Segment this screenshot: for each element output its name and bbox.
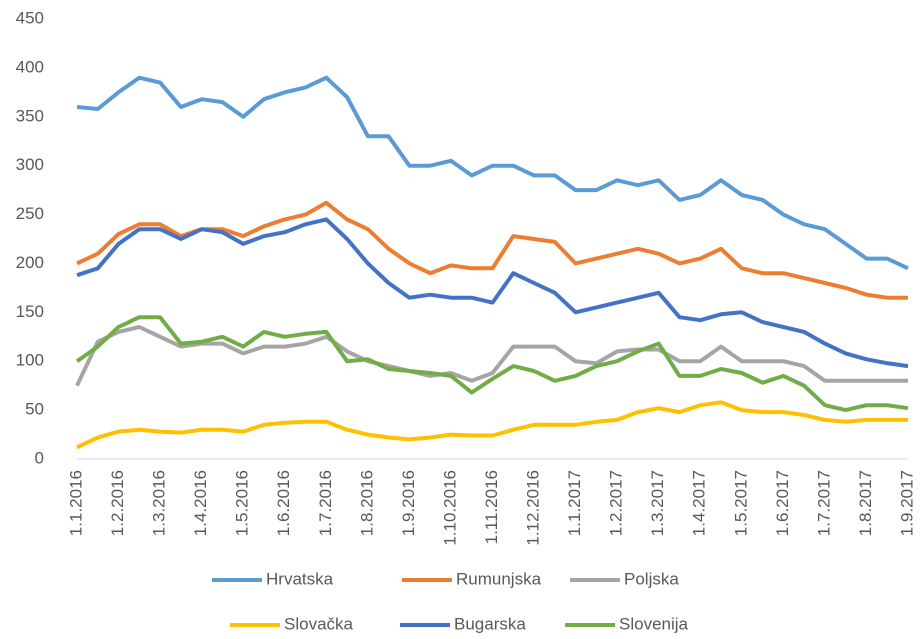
x-tick-label: 1.5.2016	[233, 470, 252, 536]
series-line	[76, 400, 908, 450]
series-line	[75, 315, 909, 413]
x-tick-label: 1.7.2016	[316, 470, 335, 536]
x-tick-label: 1.12.2016	[524, 470, 543, 546]
x-tick-label: 1.7.2017	[814, 470, 833, 536]
x-tick-label: 1.9.2017	[897, 470, 916, 536]
x-tick-label: 1.11.2016	[482, 470, 501, 544]
y-tick-label: 100	[16, 351, 44, 370]
x-tick-label: 1.1.2017	[565, 470, 584, 536]
y-tick-label: 50	[25, 400, 44, 419]
x-tick-label: 1.4.2016	[191, 470, 210, 536]
x-tick-label: 1.10.2016	[440, 470, 459, 546]
x-tick-label: 1.8.2017	[856, 470, 875, 536]
legend-label: Bugarska	[454, 614, 526, 633]
x-tick-label: 1.5.2017	[731, 470, 750, 536]
y-tick-label: 450	[16, 8, 44, 27]
x-tick-label: 1.9.2016	[399, 470, 418, 536]
x-tick-label: 1.3.2017	[648, 470, 667, 536]
series-line	[75, 325, 908, 387]
x-tick-label: 1.1.2016	[66, 470, 85, 536]
series-line	[76, 217, 909, 369]
legend-label: Hrvatska	[266, 569, 334, 588]
x-tick-label: 1.6.2016	[274, 470, 293, 536]
y-tick-label: 300	[16, 155, 44, 174]
series-line	[76, 200, 908, 300]
legend-label: Poljska	[624, 569, 679, 588]
legend-label: Slovenija	[619, 614, 689, 633]
x-tick-label: 1.3.2016	[150, 470, 169, 536]
y-tick-label: 200	[16, 253, 44, 272]
x-tick-label: 1.2.2016	[108, 470, 127, 536]
legend-label: Slovačka	[284, 614, 354, 633]
x-tick-label: 1.8.2016	[357, 470, 376, 536]
series-line	[76, 75, 909, 271]
y-tick-label: 400	[16, 57, 44, 76]
x-tick-label: 1.2.2017	[607, 470, 626, 536]
y-tick-label: 350	[16, 106, 44, 125]
y-tick-label: 0	[35, 448, 44, 467]
legend-label: Rumunjska	[456, 569, 542, 588]
x-tick-label: 1.6.2017	[773, 470, 792, 536]
y-tick-label: 150	[16, 302, 44, 321]
x-tick-label: 1.4.2017	[690, 470, 709, 536]
y-tick-label: 250	[16, 204, 44, 223]
